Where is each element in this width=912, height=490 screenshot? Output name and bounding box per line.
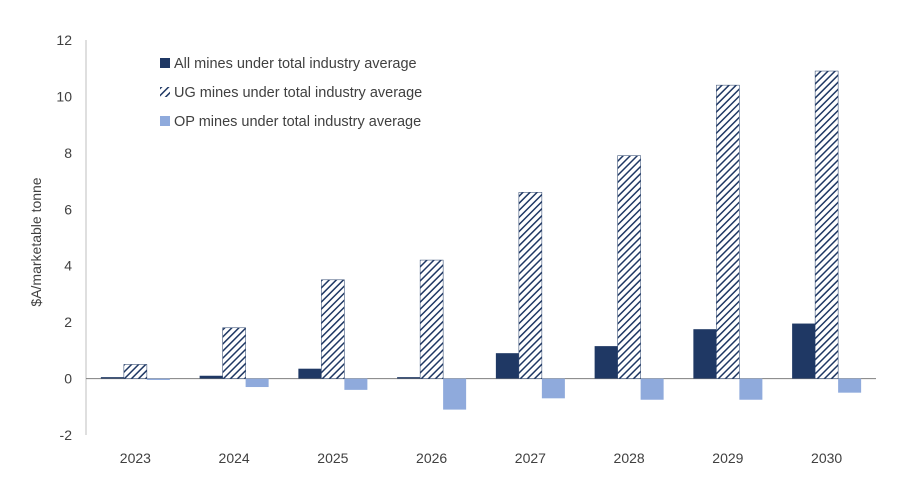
- x-tick-label: 2026: [416, 450, 447, 466]
- bars-group: [100, 70, 862, 410]
- legend-swatch: [160, 116, 170, 126]
- bar-ug-2027: [518, 192, 543, 379]
- x-tick-label: 2025: [317, 450, 348, 466]
- bar-all-2028: [594, 346, 618, 379]
- x-tick-label: 2029: [712, 450, 743, 466]
- legend-label: All mines under total industry average: [174, 56, 417, 72]
- bar-ug-2029: [716, 84, 740, 379]
- y-tick-label: -2: [60, 427, 73, 443]
- bar-all-2030: [792, 323, 816, 379]
- x-tick-label: 2028: [614, 450, 645, 466]
- bar-ug-2026: [419, 259, 444, 379]
- x-tick-label: 2023: [120, 450, 151, 466]
- y-tick-label: 6: [64, 201, 72, 217]
- bar-all-2029: [693, 329, 717, 379]
- y-tick-label: 0: [64, 371, 72, 387]
- bar-ug-2025: [321, 279, 345, 379]
- bar-all-2026: [397, 377, 421, 379]
- y-tick-label: 10: [56, 88, 72, 104]
- legend-label: OP mines under total industry average: [174, 114, 421, 130]
- bar-op-2025: [344, 378, 368, 390]
- bar-op-2027: [541, 378, 565, 399]
- y-axis-label: $A/marketable tonne: [28, 177, 44, 306]
- bar-ug-2030: [814, 70, 839, 379]
- y-tick-label: 8: [64, 145, 72, 161]
- legend-swatch: [160, 87, 170, 97]
- bar-op-2024: [245, 378, 269, 388]
- bar-op-2023: [146, 378, 170, 380]
- y-tick-label: 4: [64, 258, 72, 274]
- legend-label: UG mines under total industry average: [174, 85, 422, 101]
- legend: All mines under total industry average UG…: [160, 56, 422, 130]
- bar-all-2027: [495, 353, 519, 379]
- x-axis-ticks: 2023 2024 2025 2026 2027 2028 2029 2030: [120, 450, 843, 466]
- bar-ug-2023: [123, 364, 148, 379]
- x-tick-label: 2024: [219, 450, 250, 466]
- bar-all-2025: [298, 368, 322, 379]
- y-tick-label: 2: [64, 314, 72, 330]
- bar-ug-2024: [222, 327, 246, 379]
- y-tick-label: 12: [56, 32, 72, 48]
- bar-ug-2028: [617, 155, 641, 379]
- y-axis-ticks: -2 0 2 4 6 8 10 12: [56, 32, 72, 443]
- bar-op-2026: [443, 378, 467, 410]
- bar-all-2024: [199, 375, 223, 379]
- x-tick-label: 2027: [515, 450, 546, 466]
- legend-swatch: [160, 58, 170, 68]
- bar-all-2023: [100, 377, 124, 379]
- bar-op-2029: [739, 378, 763, 400]
- bar-op-2028: [640, 378, 664, 400]
- x-tick-label: 2030: [811, 450, 842, 466]
- bar-op-2030: [838, 378, 862, 393]
